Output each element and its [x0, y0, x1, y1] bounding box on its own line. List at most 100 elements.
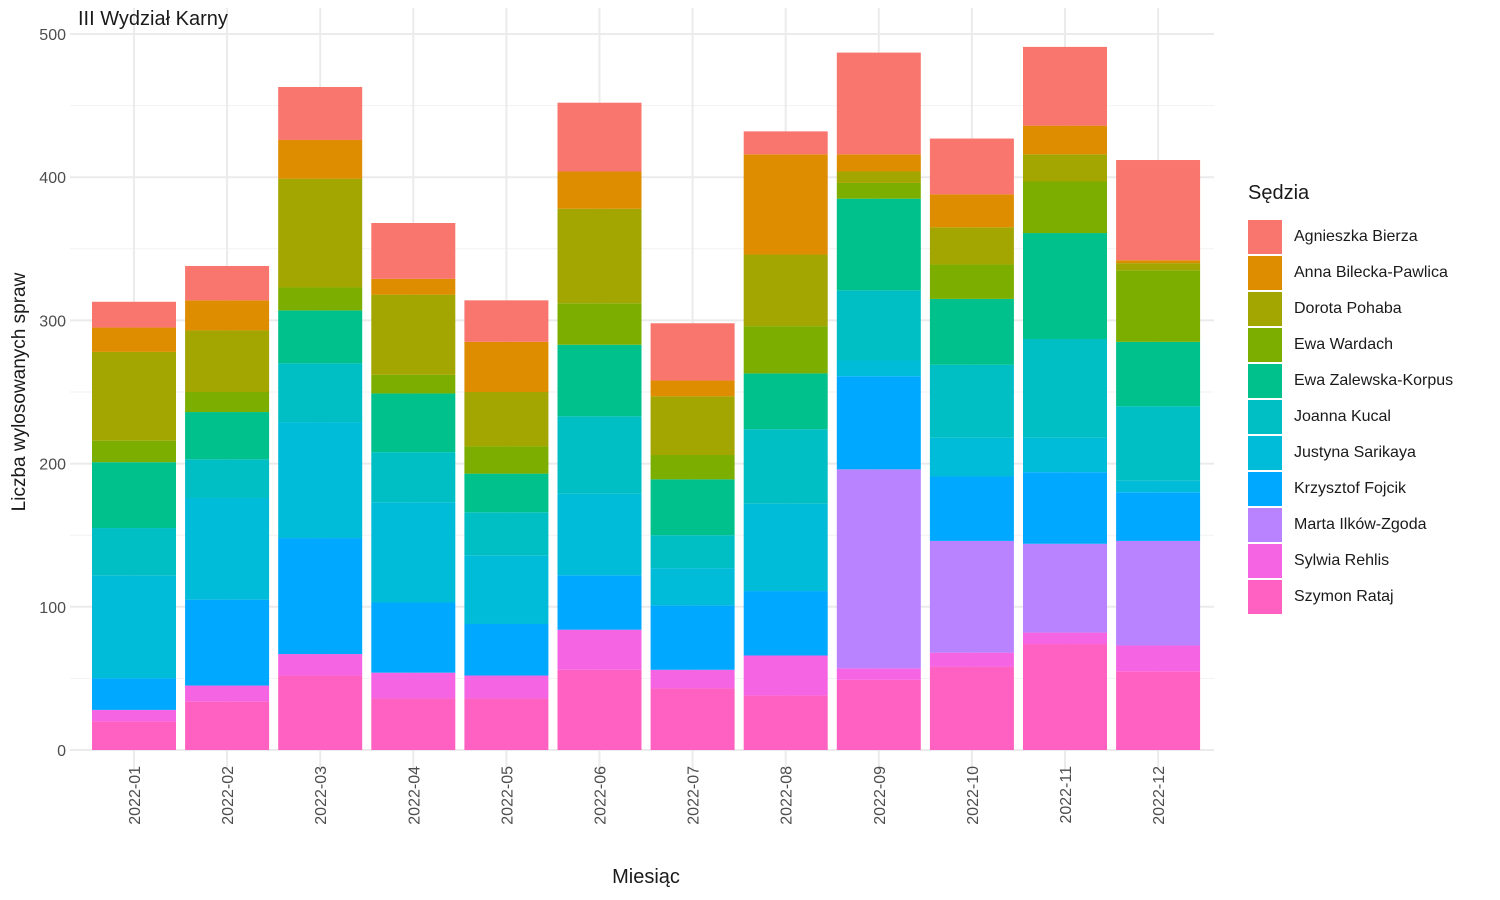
legend-label: Ewa Zalewska-Korpus: [1294, 372, 1454, 389]
bar-segment: [278, 538, 363, 655]
bar-segment: [557, 493, 642, 576]
y-tick-labels: 0 100 200 300 400 500: [39, 27, 66, 760]
bar-segment: [743, 131, 828, 155]
bar-segment: [650, 605, 735, 670]
bar-segment: [836, 52, 921, 155]
x-tick-label: 2022-05: [499, 766, 516, 825]
bar-segment: [464, 623, 549, 676]
bar-segment: [836, 668, 921, 680]
bar-segment: [464, 698, 549, 750]
bar-segment: [650, 688, 735, 750]
x-tick-label: 2022-11: [1058, 766, 1075, 824]
y-tick-label: 200: [39, 457, 66, 474]
bar-segment: [92, 462, 176, 529]
bar-segment: [371, 374, 456, 394]
legend-item: Szymon Rataj: [1248, 579, 1453, 615]
bar-segment: [278, 287, 363, 311]
bar-segment: [185, 701, 270, 750]
bar-segment: [185, 392, 270, 413]
bar-segment: [557, 102, 642, 172]
legend-swatch: [1248, 328, 1282, 362]
legend-swatch: [1248, 220, 1282, 254]
bar-segment: [92, 440, 176, 463]
bar-segment: [185, 412, 270, 460]
bar-segment: [743, 429, 828, 504]
bar-segment: [557, 344, 642, 417]
bar-segment: [557, 629, 642, 670]
x-tick-label: 2022-10: [965, 766, 982, 825]
x-tick-labels: 2022-01 2022-02 2022-03 2022-04 2022-05 2022-…: [127, 766, 1168, 825]
bar-segment: [1023, 181, 1107, 234]
legend-label: Joanna Kucal: [1294, 408, 1391, 425]
bar-segment: [1116, 540, 1201, 646]
bar-segment: [929, 194, 1014, 228]
bar-segment: [557, 575, 642, 630]
bar-segment: [929, 364, 1014, 438]
x-tick-label: 2022-02: [220, 766, 237, 825]
bar-segment: [464, 675, 549, 699]
bar-segment: [929, 264, 1014, 299]
legend-item: Krzysztof Fojcik: [1248, 471, 1453, 507]
legend-label: Sylwia Rehlis: [1294, 552, 1390, 569]
bar-segment: [1023, 437, 1107, 473]
bar-segment: [278, 139, 363, 179]
bar-segment: [278, 422, 363, 539]
bar-segment: [743, 503, 828, 592]
bar-segment: [371, 698, 456, 750]
bar-segment: [1116, 260, 1201, 264]
bar-segment: [836, 154, 921, 172]
chart-title: III Wydział Karny: [78, 8, 228, 30]
bar-segment: [92, 301, 176, 328]
bar-segment: [650, 396, 735, 456]
legend-item: Anna Bilecka-Pawlica: [1248, 255, 1453, 291]
x-tick-label: 2022-08: [779, 766, 796, 825]
bar-segment: [836, 376, 921, 470]
y-tick-label: 300: [39, 313, 66, 330]
bar-segment: [464, 341, 549, 392]
bar-segment: [1023, 472, 1107, 544]
bar-segment: [371, 393, 456, 453]
bar-segment: [836, 198, 921, 291]
bar-segment: [650, 380, 735, 397]
bar-segment: [1116, 341, 1201, 407]
bar-segment: [371, 223, 456, 279]
bar-segment: [836, 469, 921, 669]
bar-segment: [1116, 645, 1201, 672]
legend-label: Szymon Rataj: [1294, 588, 1394, 605]
bar-segment: [1023, 46, 1107, 126]
bar-segment: [464, 446, 549, 474]
bar-segment: [557, 416, 642, 494]
x-tick-label: 2022-06: [593, 766, 610, 825]
legend-title: Sędzia: [1248, 182, 1310, 204]
legend-label: Ewa Wardach: [1294, 336, 1393, 353]
bar-segment: [278, 654, 363, 676]
bar-segment: [185, 265, 270, 301]
bar-segment: [278, 363, 363, 423]
bar-segment: [929, 540, 1014, 653]
legend-label: Agnieszka Bierza: [1294, 228, 1418, 245]
x-tick-label: 2022-04: [406, 766, 423, 825]
legend-swatch: [1248, 364, 1282, 398]
legend-item: Ewa Wardach: [1248, 327, 1453, 363]
bar-segment: [92, 351, 176, 441]
bar-segment: [92, 721, 176, 750]
bar-segment: [743, 326, 828, 374]
bar-segment: [743, 655, 828, 696]
bar-segment: [743, 591, 828, 656]
bar-segment: [371, 294, 456, 375]
bar-segment: [836, 290, 921, 361]
bar-segment: [371, 502, 456, 603]
x-tick-label: 2022-07: [686, 766, 703, 825]
bar-segment: [1116, 263, 1201, 271]
legend-swatch: [1248, 472, 1282, 506]
bar-segment: [278, 86, 363, 140]
bar-segment: [929, 666, 1014, 750]
x-axis-label: Miesiąc: [612, 866, 680, 888]
legend-item: Ewa Zalewska-Korpus: [1248, 363, 1453, 399]
bar-segment: [464, 512, 549, 556]
bar-segment: [278, 178, 363, 288]
bar-segment: [92, 327, 176, 352]
bar-segment: [929, 227, 1014, 265]
bar-segment: [1116, 270, 1201, 342]
